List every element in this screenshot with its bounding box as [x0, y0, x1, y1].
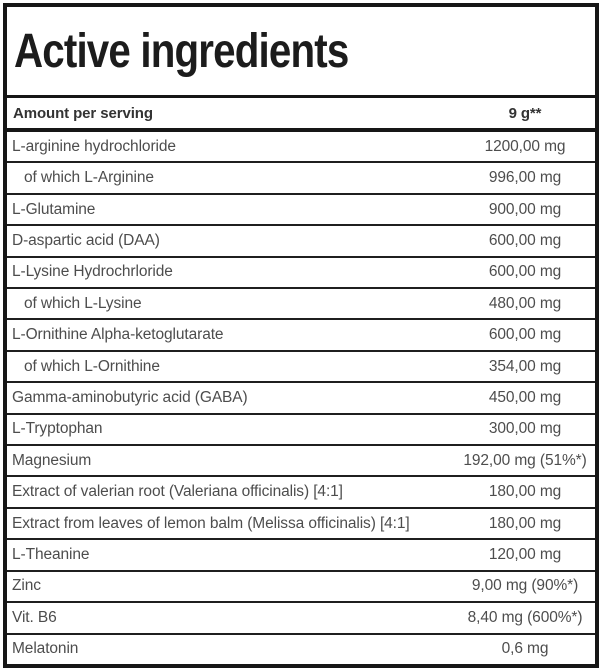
- ingredient-name: of which L-Arginine: [24, 169, 154, 187]
- ingredient-amount: 9,00 mg (90%*): [471, 577, 579, 595]
- ingredient-name: Extract from leaves of lemon balm (Melis…: [12, 514, 410, 532]
- ingredient-name: Vit. B6: [12, 608, 57, 626]
- ingredient-amount: 120,00 mg: [488, 545, 562, 563]
- ingredient-name: Gamma-aminobutyric acid (GABA): [12, 388, 248, 406]
- table-row: L-Glutamine 900,00 mg: [7, 194, 595, 227]
- active-ingredients-panel: Active ingredients Amount per serving 9 …: [3, 3, 599, 668]
- ingredient-name: Extract of valerian root (Valeriana offi…: [12, 483, 343, 501]
- ingredient-name: of which L-Lysine: [24, 294, 142, 312]
- divider-below-header: [7, 128, 595, 132]
- ingredient-name: L-Ornithine Alpha-ketoglutarate: [12, 326, 224, 344]
- table-header-row: Amount per serving 9 g**: [7, 98, 595, 128]
- ingredient-name: of which L-Ornithine: [24, 357, 160, 375]
- ingredient-amount: 600,00 mg: [488, 263, 562, 281]
- ingredient-name: L-Lysine Hydrochrloride: [12, 263, 173, 281]
- ingredient-amount: 600,00 mg: [488, 231, 562, 249]
- ingredient-name: Melatonin: [12, 640, 79, 658]
- table-row: of which L-Ornithine 354,00 mg: [7, 351, 595, 384]
- table-row: of which L-Lysine 480,00 mg: [7, 289, 595, 321]
- column-header-serving-size: 9 g**: [508, 104, 542, 122]
- table-row: Magnesium 192,00 mg (51%*): [7, 446, 595, 478]
- ingredient-amount: 450,00 mg: [488, 388, 562, 406]
- ingredient-amount: 354,00 mg: [488, 357, 562, 375]
- ingredient-amount: 1200,00 mg: [484, 137, 566, 155]
- ingredient-name: L-Theanine: [12, 545, 90, 563]
- table-row: L-Lysine Hydrochrloride 600,00 mg: [7, 257, 595, 290]
- table-row: Extract from leaves of lemon balm (Melis…: [7, 508, 595, 541]
- table-row: L-Ornithine Alpha-ketoglutarate 600,00 m…: [7, 320, 595, 352]
- ingredient-amount: 180,00 mg: [488, 514, 562, 532]
- column-header-amount-per-serving: Amount per serving: [13, 104, 153, 122]
- table-row: L-Theanine 120,00 mg: [7, 540, 595, 572]
- ingredient-amount: 0,6 mg: [501, 640, 549, 658]
- table-row: L-arginine hydrochloride 1200,00 mg: [7, 132, 595, 164]
- ingredient-name: L-Tryptophan: [12, 420, 103, 438]
- table-row: Gamma-aminobutyric acid (GABA) 450,00 mg: [7, 383, 595, 415]
- ingredient-name: Zinc: [12, 577, 41, 595]
- ingredient-amount: 480,00 mg: [488, 294, 562, 312]
- panel-title: Active ingredients: [14, 24, 349, 78]
- table-row: L-Tryptophan 300,00 mg: [7, 414, 595, 447]
- ingredient-name: L-Glutamine: [12, 200, 96, 218]
- ingredient-amount: 300,00 mg: [488, 420, 562, 438]
- panel-title-block: Active ingredients: [7, 7, 595, 95]
- ingredient-amount: 600,00 mg: [488, 326, 562, 344]
- ingredient-rows: L-arginine hydrochloride 1200,00 mg of w…: [7, 132, 595, 664]
- ingredient-amount: 180,00 mg: [488, 483, 562, 501]
- table-row: of which L-Arginine 996,00 mg: [7, 163, 595, 195]
- table-row: Melatonin 0,6 mg: [7, 634, 595, 664]
- table-row: Zinc 9,00 mg (90%*): [7, 571, 595, 604]
- table-row: D-aspartic acid (DAA) 600,00 mg: [7, 226, 595, 258]
- ingredient-amount: 996,00 mg: [488, 169, 562, 187]
- ingredient-amount: 192,00 mg (51%*): [463, 451, 587, 469]
- ingredient-amount: 900,00 mg: [488, 200, 562, 218]
- ingredient-amount: 8,40 mg (600%*): [467, 608, 583, 626]
- divider-above-header: [7, 95, 595, 98]
- table-row: Extract of valerian root (Valeriana offi…: [7, 477, 595, 509]
- ingredient-name: L-arginine hydrochloride: [12, 137, 176, 155]
- ingredient-name: Magnesium: [12, 451, 92, 469]
- ingredient-name: D-aspartic acid (DAA): [12, 231, 160, 249]
- table-row: Vit. B6 8,40 mg (600%*): [7, 603, 595, 635]
